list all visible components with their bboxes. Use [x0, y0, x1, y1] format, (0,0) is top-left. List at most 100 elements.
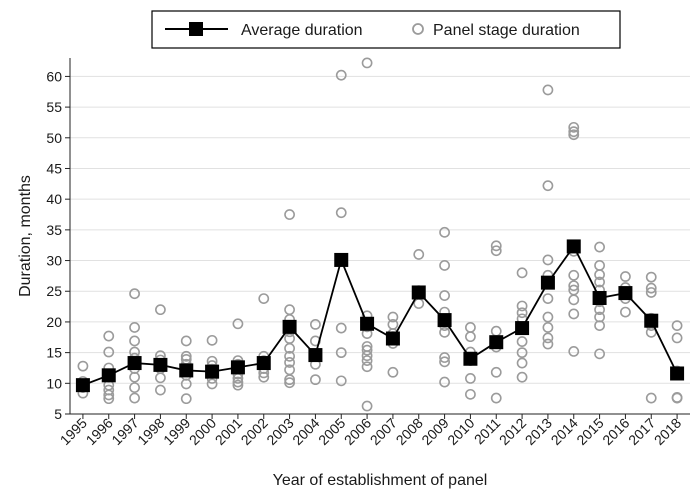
average-duration-point [75, 378, 90, 393]
panel-stage-point [465, 388, 476, 400]
panel-stage-point [77, 360, 89, 372]
panel-stage-point [516, 371, 528, 383]
average-duration-point [360, 316, 375, 331]
average-duration-point [463, 351, 478, 366]
panel-stage-point [284, 357, 295, 368]
panel-stage-point [361, 350, 373, 362]
y-tick-label: 40 [46, 191, 62, 207]
panel-stage-point [645, 287, 657, 298]
average-duration-point [592, 290, 607, 305]
y-tick-label: 55 [46, 99, 62, 115]
y-tick-label: 35 [46, 222, 62, 238]
average-duration-point [411, 285, 426, 300]
panel-stage-point [335, 207, 347, 219]
legend-average-marker [189, 22, 203, 36]
legend-panel-marker [412, 23, 424, 35]
panel-stage-point [542, 254, 554, 266]
panel-stage-point [361, 57, 373, 69]
panel-stage-point [284, 374, 295, 386]
panel-stage-point [568, 126, 580, 138]
panel-stage-point [439, 326, 450, 338]
panel-stage-point [361, 355, 373, 366]
panel-stage-point [568, 121, 580, 133]
panel-stage-point [516, 347, 528, 359]
panel-stage-point [361, 344, 373, 356]
average-duration-point [566, 239, 581, 254]
panel-stage-point [284, 377, 295, 389]
panel-stage-point [129, 335, 140, 347]
panel-stage-point [490, 240, 502, 252]
panel-stage-point [310, 318, 321, 330]
average-duration-point [385, 331, 400, 346]
panel-stage-point [568, 129, 580, 141]
average-duration-point [515, 321, 530, 336]
average-duration-point [205, 364, 220, 379]
panel-stage-point [516, 300, 528, 312]
panel-stage-point [645, 282, 657, 294]
panel-stage-point [155, 304, 166, 316]
legend-average-label: Average duration [241, 22, 363, 39]
panel-stage-point [180, 393, 192, 405]
panel-stage-point [465, 331, 476, 343]
panel-stage-point [335, 322, 347, 334]
average-duration-point [153, 357, 168, 372]
panel-stage-point [439, 376, 450, 388]
panel-stage-point [568, 308, 580, 320]
panel-stage-point [542, 322, 554, 333]
panel-stage-point [180, 378, 192, 390]
panel-stage-point [645, 326, 657, 338]
panel-stage-point [284, 342, 295, 354]
y-axis-label: Duration, months [17, 175, 34, 297]
panel-stage-point [645, 392, 657, 404]
panel-stage-point [465, 372, 476, 384]
panel-stage-point [490, 366, 502, 378]
average-duration-series [75, 239, 685, 393]
y-tick-label: 15 [46, 345, 62, 361]
legend-panel-label: Panel stage duration [433, 22, 580, 39]
average-duration-point [256, 356, 271, 371]
panel-stage-point [155, 372, 166, 384]
average-duration-point [179, 363, 194, 378]
panel-stage-point [542, 338, 554, 350]
average-duration-point [489, 335, 504, 350]
panel-stage-point [387, 366, 399, 378]
panel-stage-point [568, 269, 580, 281]
panel-stage-point [206, 334, 218, 346]
y-tick-label: 50 [46, 130, 62, 146]
panel-stage-point [439, 260, 450, 271]
panel-stage-point [129, 322, 140, 333]
average-duration-point [230, 360, 245, 375]
average-duration-point [308, 348, 323, 363]
average-duration-point [670, 366, 685, 381]
average-duration-point [101, 368, 116, 383]
panel-stage-point [103, 393, 115, 405]
panel-stage-point [516, 307, 528, 319]
panel-stage-point [594, 320, 605, 332]
panel-stage-point [620, 306, 631, 318]
panel-stage-point [206, 378, 218, 390]
panel-stage-point [516, 357, 528, 369]
panel-stage-point [180, 335, 192, 347]
panel-stage-point [568, 280, 580, 292]
y-axis: 5 10 15 20 25 30 35 40 45 50 55 60 [46, 68, 70, 422]
panel-stage-point [387, 311, 399, 323]
panel-stage-point [620, 271, 631, 282]
panel-stage-point [232, 318, 244, 330]
panel-stage-point [568, 345, 580, 357]
panel-stage-point [155, 384, 166, 396]
panel-stage-point [284, 350, 295, 362]
legend-box [151, 10, 621, 49]
panel-stage-point [542, 332, 554, 344]
panel-stage-point [284, 209, 295, 220]
average-duration-point [282, 319, 297, 334]
panel-stage-point [129, 288, 140, 300]
panel-stage-point [594, 348, 605, 360]
y-tick-label: 45 [46, 160, 62, 176]
panel-stage-point [671, 392, 683, 404]
panel-stage-point [310, 374, 321, 386]
average-duration-point [618, 286, 633, 301]
panel-stage-point [335, 347, 347, 359]
panel-stage-point [594, 269, 605, 281]
